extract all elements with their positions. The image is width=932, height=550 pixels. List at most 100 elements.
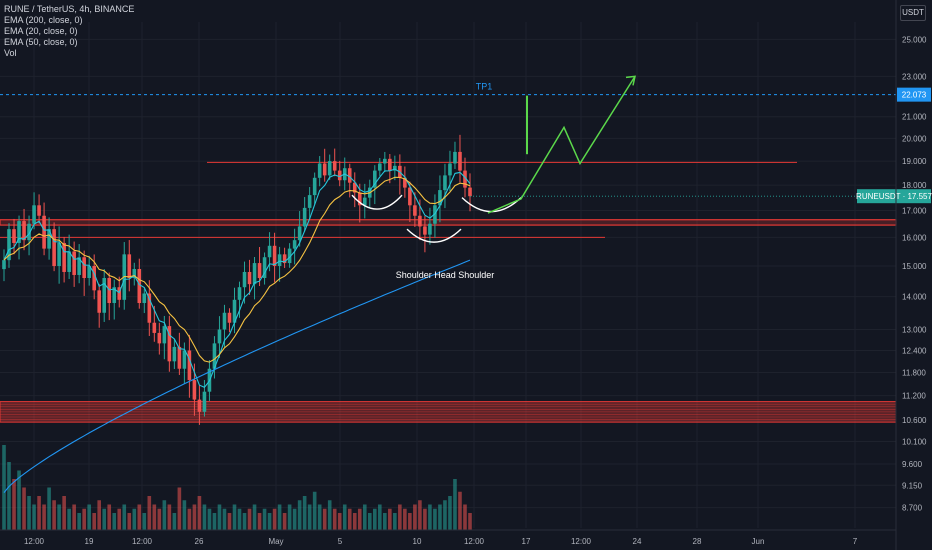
candle[interactable] xyxy=(428,223,432,235)
currency-button[interactable]: USDT xyxy=(900,5,926,21)
time-axis[interactable]: 12:00 19 12:00 26 May 5 10 12:00 17 12:00 24 28 Jun 7 xyxy=(0,529,896,546)
candle[interactable] xyxy=(117,287,122,300)
candle[interactable] xyxy=(267,245,272,258)
candle[interactable] xyxy=(388,158,392,171)
candle[interactable] xyxy=(458,151,462,171)
candle[interactable] xyxy=(332,161,337,171)
candle[interactable] xyxy=(232,299,237,323)
candle[interactable] xyxy=(22,221,26,241)
candle[interactable] xyxy=(443,175,447,191)
candle[interactable] xyxy=(62,242,66,272)
candle[interactable] xyxy=(438,190,442,206)
candle[interactable] xyxy=(82,257,86,279)
candle[interactable] xyxy=(322,163,327,176)
candle[interactable] xyxy=(307,195,312,208)
candle[interactable] xyxy=(418,215,422,227)
candle[interactable] xyxy=(202,391,207,412)
price-axis[interactable]: 25.000 23.000 22.073 21.000 20.000 19.000 18.0… xyxy=(856,0,932,550)
candle[interactable] xyxy=(247,271,252,285)
candle[interactable] xyxy=(157,332,162,344)
projection-path[interactable] xyxy=(487,75,636,214)
candle[interactable] xyxy=(217,329,222,344)
candle[interactable] xyxy=(192,380,197,400)
candle[interactable] xyxy=(393,165,397,171)
candle[interactable] xyxy=(433,205,437,224)
candle[interactable] xyxy=(182,350,187,369)
candle[interactable] xyxy=(37,205,41,216)
candle[interactable] xyxy=(67,251,71,272)
candle[interactable] xyxy=(197,399,202,412)
candle[interactable] xyxy=(27,223,31,241)
candle[interactable] xyxy=(32,205,36,224)
candle[interactable] xyxy=(252,263,257,285)
candle[interactable] xyxy=(177,346,182,369)
candle[interactable] xyxy=(87,266,91,279)
candle[interactable] xyxy=(42,215,46,249)
candle[interactable] xyxy=(72,251,76,275)
candle[interactable] xyxy=(327,161,332,176)
candle[interactable] xyxy=(172,346,177,362)
candle[interactable] xyxy=(92,266,96,291)
candle[interactable] xyxy=(142,293,147,304)
last-price-badge[interactable] xyxy=(857,189,931,204)
candle[interactable] xyxy=(152,322,157,333)
candle[interactable] xyxy=(287,248,292,264)
legend-ema200[interactable]: EMA (200, close, 0) xyxy=(4,15,83,25)
symbol-title[interactable]: RUNE / TetherUS, 4h, BINANCE xyxy=(4,4,135,14)
candle[interactable] xyxy=(378,163,382,171)
candle[interactable] xyxy=(2,260,6,270)
candle[interactable] xyxy=(112,287,117,304)
candle[interactable] xyxy=(372,170,377,188)
candle[interactable] xyxy=(212,343,217,369)
left-shoulder-arc[interactable] xyxy=(351,194,403,210)
candle[interactable] xyxy=(137,268,142,304)
candle[interactable] xyxy=(468,187,472,197)
candle[interactable] xyxy=(262,257,267,279)
candle[interactable] xyxy=(227,312,232,323)
right-shoulder-arc[interactable] xyxy=(461,197,522,213)
candle[interactable] xyxy=(167,326,172,362)
drawings[interactable]: TP1 Shoulder Head Shoulder xyxy=(0,75,896,280)
candle[interactable] xyxy=(257,263,262,279)
candle[interactable] xyxy=(242,271,247,288)
candle[interactable] xyxy=(448,163,452,176)
legend-ema50[interactable]: EMA (50, close, 0) xyxy=(4,37,78,47)
candle[interactable] xyxy=(403,177,407,188)
candle[interactable] xyxy=(297,226,302,241)
candle[interactable] xyxy=(107,278,112,304)
candle[interactable] xyxy=(383,158,387,164)
legend-ema20[interactable]: EMA (20, close, 0) xyxy=(4,26,78,36)
candle[interactable] xyxy=(127,254,132,279)
candle[interactable] xyxy=(413,205,417,216)
candle[interactable] xyxy=(362,197,367,206)
candle[interactable] xyxy=(102,278,107,313)
head-arc[interactable] xyxy=(406,228,462,243)
candle[interactable] xyxy=(17,221,21,243)
candle[interactable] xyxy=(463,170,467,188)
candle[interactable] xyxy=(453,151,457,164)
candle[interactable] xyxy=(282,254,287,264)
candle[interactable] xyxy=(77,257,81,275)
candle[interactable] xyxy=(423,226,427,235)
candle[interactable] xyxy=(57,242,61,267)
candle[interactable] xyxy=(292,240,297,249)
candle[interactable] xyxy=(162,326,167,344)
candle[interactable] xyxy=(352,182,357,193)
candle[interactable] xyxy=(222,312,227,330)
legend-vol[interactable]: Vol xyxy=(4,48,17,58)
candle[interactable] xyxy=(302,207,307,227)
candle[interactable] xyxy=(408,187,412,206)
candle[interactable] xyxy=(187,350,192,381)
candle[interactable] xyxy=(312,177,317,196)
candle[interactable] xyxy=(272,245,277,267)
candle[interactable] xyxy=(7,229,11,261)
candle[interactable] xyxy=(97,290,102,313)
candle[interactable] xyxy=(12,229,16,243)
candle[interactable] xyxy=(317,163,322,178)
candle[interactable] xyxy=(47,229,51,249)
candle[interactable] xyxy=(337,170,342,181)
candle[interactable] xyxy=(237,287,242,300)
candle[interactable] xyxy=(132,268,137,279)
candle[interactable] xyxy=(357,192,362,206)
